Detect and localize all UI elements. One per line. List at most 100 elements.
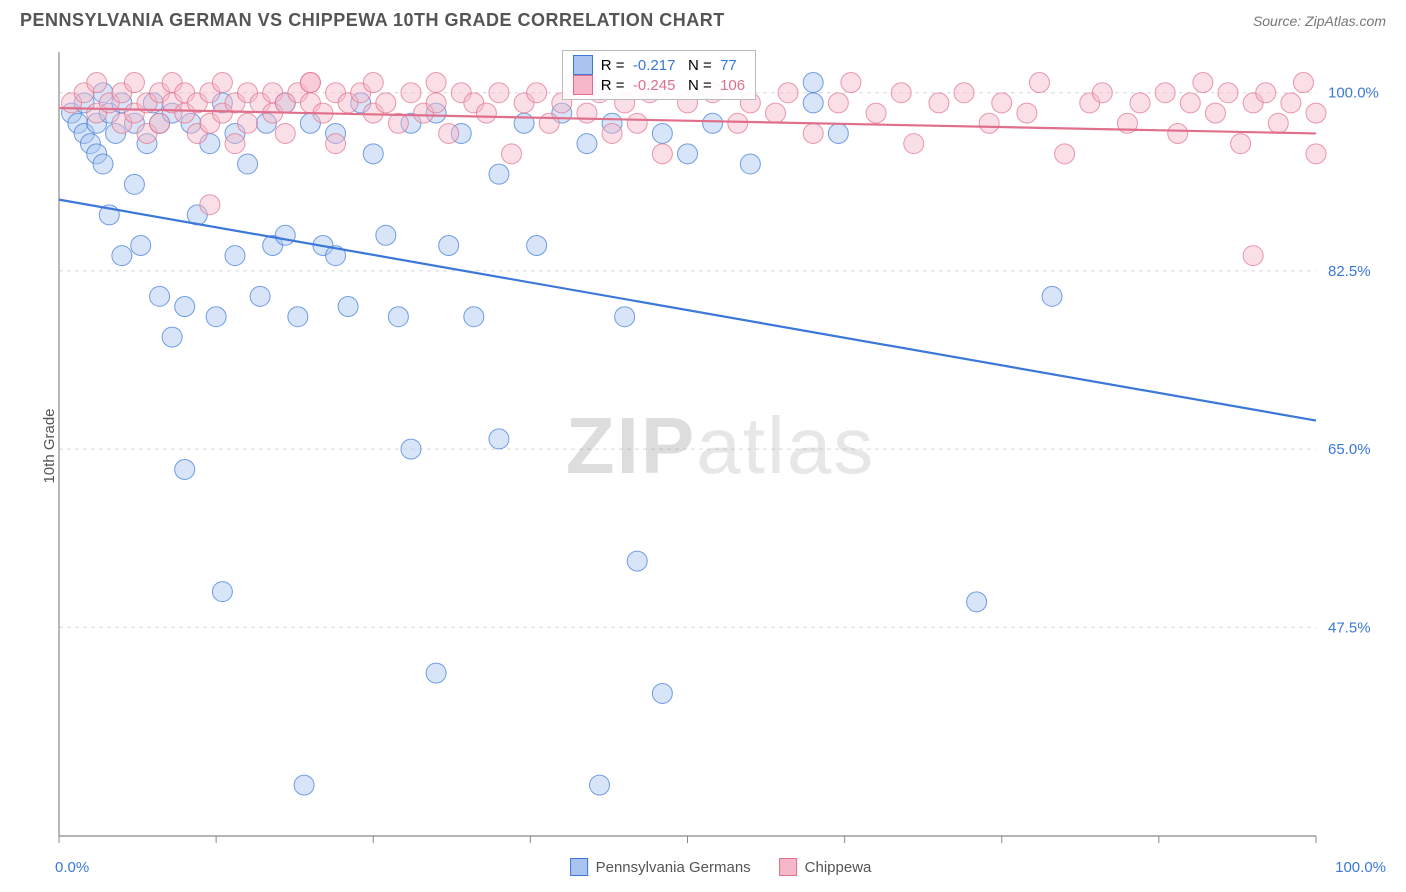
data-point xyxy=(866,103,886,123)
header: PENNSYLVANIA GERMAN VS CHIPPEWA 10TH GRA… xyxy=(0,0,1406,39)
legend-label: Chippewa xyxy=(805,859,872,876)
data-point xyxy=(1306,144,1326,164)
data-point xyxy=(765,103,785,123)
data-point xyxy=(489,83,509,103)
data-point xyxy=(426,93,446,113)
data-point xyxy=(124,174,144,194)
data-point xyxy=(627,113,647,133)
chart-title: PENNSYLVANIA GERMAN VS CHIPPEWA 10TH GRA… xyxy=(20,10,725,31)
data-point xyxy=(1092,83,1112,103)
y-tick-label: 65.0% xyxy=(1328,441,1371,458)
data-point xyxy=(740,154,760,174)
data-point xyxy=(929,93,949,113)
data-point xyxy=(904,134,924,154)
source-label: Source: ZipAtlas.com xyxy=(1253,13,1386,29)
data-point xyxy=(388,307,408,327)
data-point xyxy=(275,225,295,245)
correlation-text: R = -0.217 N = 77 xyxy=(601,57,737,74)
scatter-chart-svg: 47.5% 65.0% 82.5% 100.0% xyxy=(55,48,1386,844)
data-point xyxy=(992,93,1012,113)
legend-item: Chippewa xyxy=(779,858,872,876)
data-point xyxy=(1155,83,1175,103)
data-point xyxy=(175,459,195,479)
data-point xyxy=(238,113,258,133)
data-point xyxy=(527,235,547,255)
data-point xyxy=(1055,144,1075,164)
data-point xyxy=(1256,83,1276,103)
data-point xyxy=(439,235,459,255)
data-point xyxy=(124,73,144,93)
data-point xyxy=(338,297,358,317)
data-point xyxy=(1281,93,1301,113)
data-point xyxy=(87,73,107,93)
data-point xyxy=(489,164,509,184)
data-point xyxy=(967,592,987,612)
data-point xyxy=(200,195,220,215)
data-point xyxy=(1168,123,1188,143)
data-point xyxy=(225,246,245,266)
data-point xyxy=(464,307,484,327)
correlation-box: R = -0.217 N = 77 R = -0.245 N = 106 xyxy=(562,50,756,100)
data-point xyxy=(502,144,522,164)
data-point xyxy=(979,113,999,133)
data-point xyxy=(275,123,295,143)
correlation-text: R = -0.245 N = 106 xyxy=(601,77,745,94)
data-point xyxy=(954,83,974,103)
data-point xyxy=(131,235,151,255)
data-point xyxy=(376,93,396,113)
data-point xyxy=(212,73,232,93)
data-point xyxy=(778,83,798,103)
legend-item: Pennsylvania Germans xyxy=(570,858,751,876)
data-point xyxy=(891,83,911,103)
x-axis-area: 0.0% Pennsylvania Germans Chippewa 100.0% xyxy=(55,852,1386,882)
data-point xyxy=(162,327,182,347)
data-point xyxy=(678,144,698,164)
y-tick-label: 82.5% xyxy=(1328,263,1371,280)
data-point xyxy=(1268,113,1288,133)
data-point xyxy=(803,73,823,93)
data-point xyxy=(1218,83,1238,103)
y-tick-label: 47.5% xyxy=(1328,619,1371,636)
data-point xyxy=(703,113,723,133)
data-point xyxy=(489,429,509,449)
data-point xyxy=(1130,93,1150,113)
data-point xyxy=(652,123,672,143)
legend-label: Pennsylvania Germans xyxy=(596,859,751,876)
data-point xyxy=(1306,103,1326,123)
x-axis-max-label: 100.0% xyxy=(1335,859,1386,876)
data-point xyxy=(238,154,258,174)
data-point xyxy=(828,93,848,113)
data-point xyxy=(590,775,610,795)
data-point xyxy=(363,73,383,93)
data-point xyxy=(652,683,672,703)
legend-swatch xyxy=(573,55,593,75)
data-point xyxy=(1193,73,1213,93)
data-point xyxy=(426,73,446,93)
data-point xyxy=(363,144,383,164)
data-point xyxy=(803,123,823,143)
data-point xyxy=(476,103,496,123)
data-point xyxy=(175,297,195,317)
data-point xyxy=(150,113,170,133)
chart-area: 47.5%65.0%82.5%100.0% ZIPatlas R = -0.21… xyxy=(55,48,1386,844)
data-point xyxy=(401,83,421,103)
legend-swatch xyxy=(779,858,797,876)
data-point xyxy=(225,134,245,154)
data-point xyxy=(728,113,748,133)
y-tick-label: 100.0% xyxy=(1328,85,1379,102)
data-point xyxy=(93,154,113,174)
data-point xyxy=(828,123,848,143)
data-point xyxy=(376,225,396,245)
data-point xyxy=(1205,103,1225,123)
data-point xyxy=(250,286,270,306)
data-point xyxy=(627,551,647,571)
bottom-legend: Pennsylvania Germans Chippewa xyxy=(570,858,872,876)
data-point xyxy=(1231,134,1251,154)
data-point xyxy=(841,73,861,93)
legend-swatch xyxy=(570,858,588,876)
data-point xyxy=(212,582,232,602)
data-point xyxy=(1180,93,1200,113)
data-point xyxy=(112,246,132,266)
data-point xyxy=(288,307,308,327)
x-axis-min-label: 0.0% xyxy=(55,859,89,876)
